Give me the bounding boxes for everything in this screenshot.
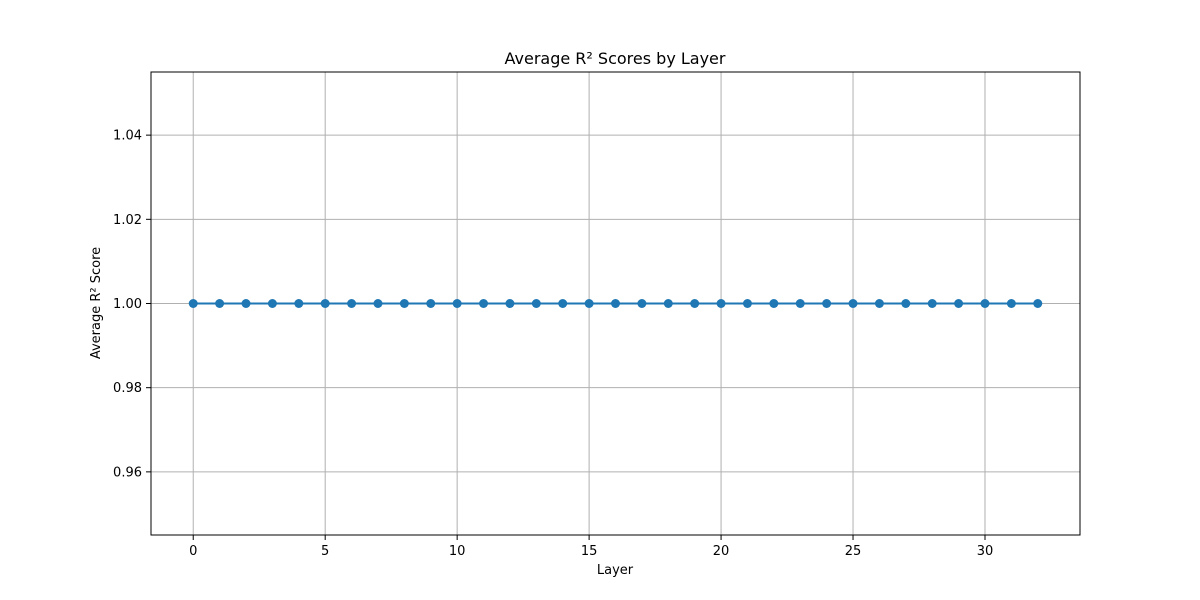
data-point	[1033, 299, 1043, 308]
y-tick-label: 0.98	[113, 381, 142, 396]
x-tick-label: 30	[977, 544, 994, 559]
x-tick-label: 0	[189, 544, 197, 559]
x-tick-label: 25	[845, 544, 862, 559]
data-point	[742, 299, 752, 308]
data-point	[901, 299, 911, 308]
data-point	[558, 299, 568, 308]
x-tick-label: 5	[321, 544, 329, 559]
data-point	[294, 299, 304, 308]
data-point	[822, 299, 832, 308]
data-point	[769, 299, 779, 308]
data-point	[531, 299, 541, 308]
data-point	[426, 299, 436, 308]
data-point	[505, 299, 515, 308]
chart-title: Average R² Scores by Layer	[505, 49, 726, 68]
data-point	[716, 299, 726, 308]
y-tick-label: 0.96	[113, 465, 142, 480]
data-point	[1006, 299, 1016, 308]
series-layer	[188, 299, 1043, 308]
y-tick-label: 1.04	[113, 129, 142, 144]
data-point	[927, 299, 937, 308]
data-point	[584, 299, 594, 308]
data-point	[479, 299, 489, 308]
y-axis-label: Average R² Score	[89, 247, 104, 359]
data-point	[320, 299, 330, 308]
data-point	[795, 299, 805, 308]
data-point	[188, 299, 198, 308]
data-point	[215, 299, 225, 308]
x-tick-label: 20	[713, 544, 730, 559]
data-point	[637, 299, 647, 308]
data-point	[373, 299, 383, 308]
data-point	[347, 299, 357, 308]
data-point	[980, 299, 990, 308]
data-point	[663, 299, 673, 308]
x-tick-label: 15	[581, 544, 598, 559]
data-point	[267, 299, 277, 308]
x-axis-label: Layer	[597, 563, 634, 578]
axis-ticks: 0 5 10 15 20 25 30 0.96 0.98 1.00 1.02 1.04	[113, 129, 993, 559]
data-point	[874, 299, 884, 308]
data-point	[611, 299, 620, 308]
x-tick-label: 10	[449, 544, 466, 559]
data-point	[954, 299, 964, 308]
y-tick-label: 1.00	[113, 297, 142, 312]
data-point	[452, 299, 462, 308]
data-point	[241, 299, 251, 308]
data-point	[399, 299, 409, 308]
y-tick-label: 1.02	[113, 213, 142, 228]
data-point	[848, 299, 858, 308]
data-point	[690, 299, 700, 308]
